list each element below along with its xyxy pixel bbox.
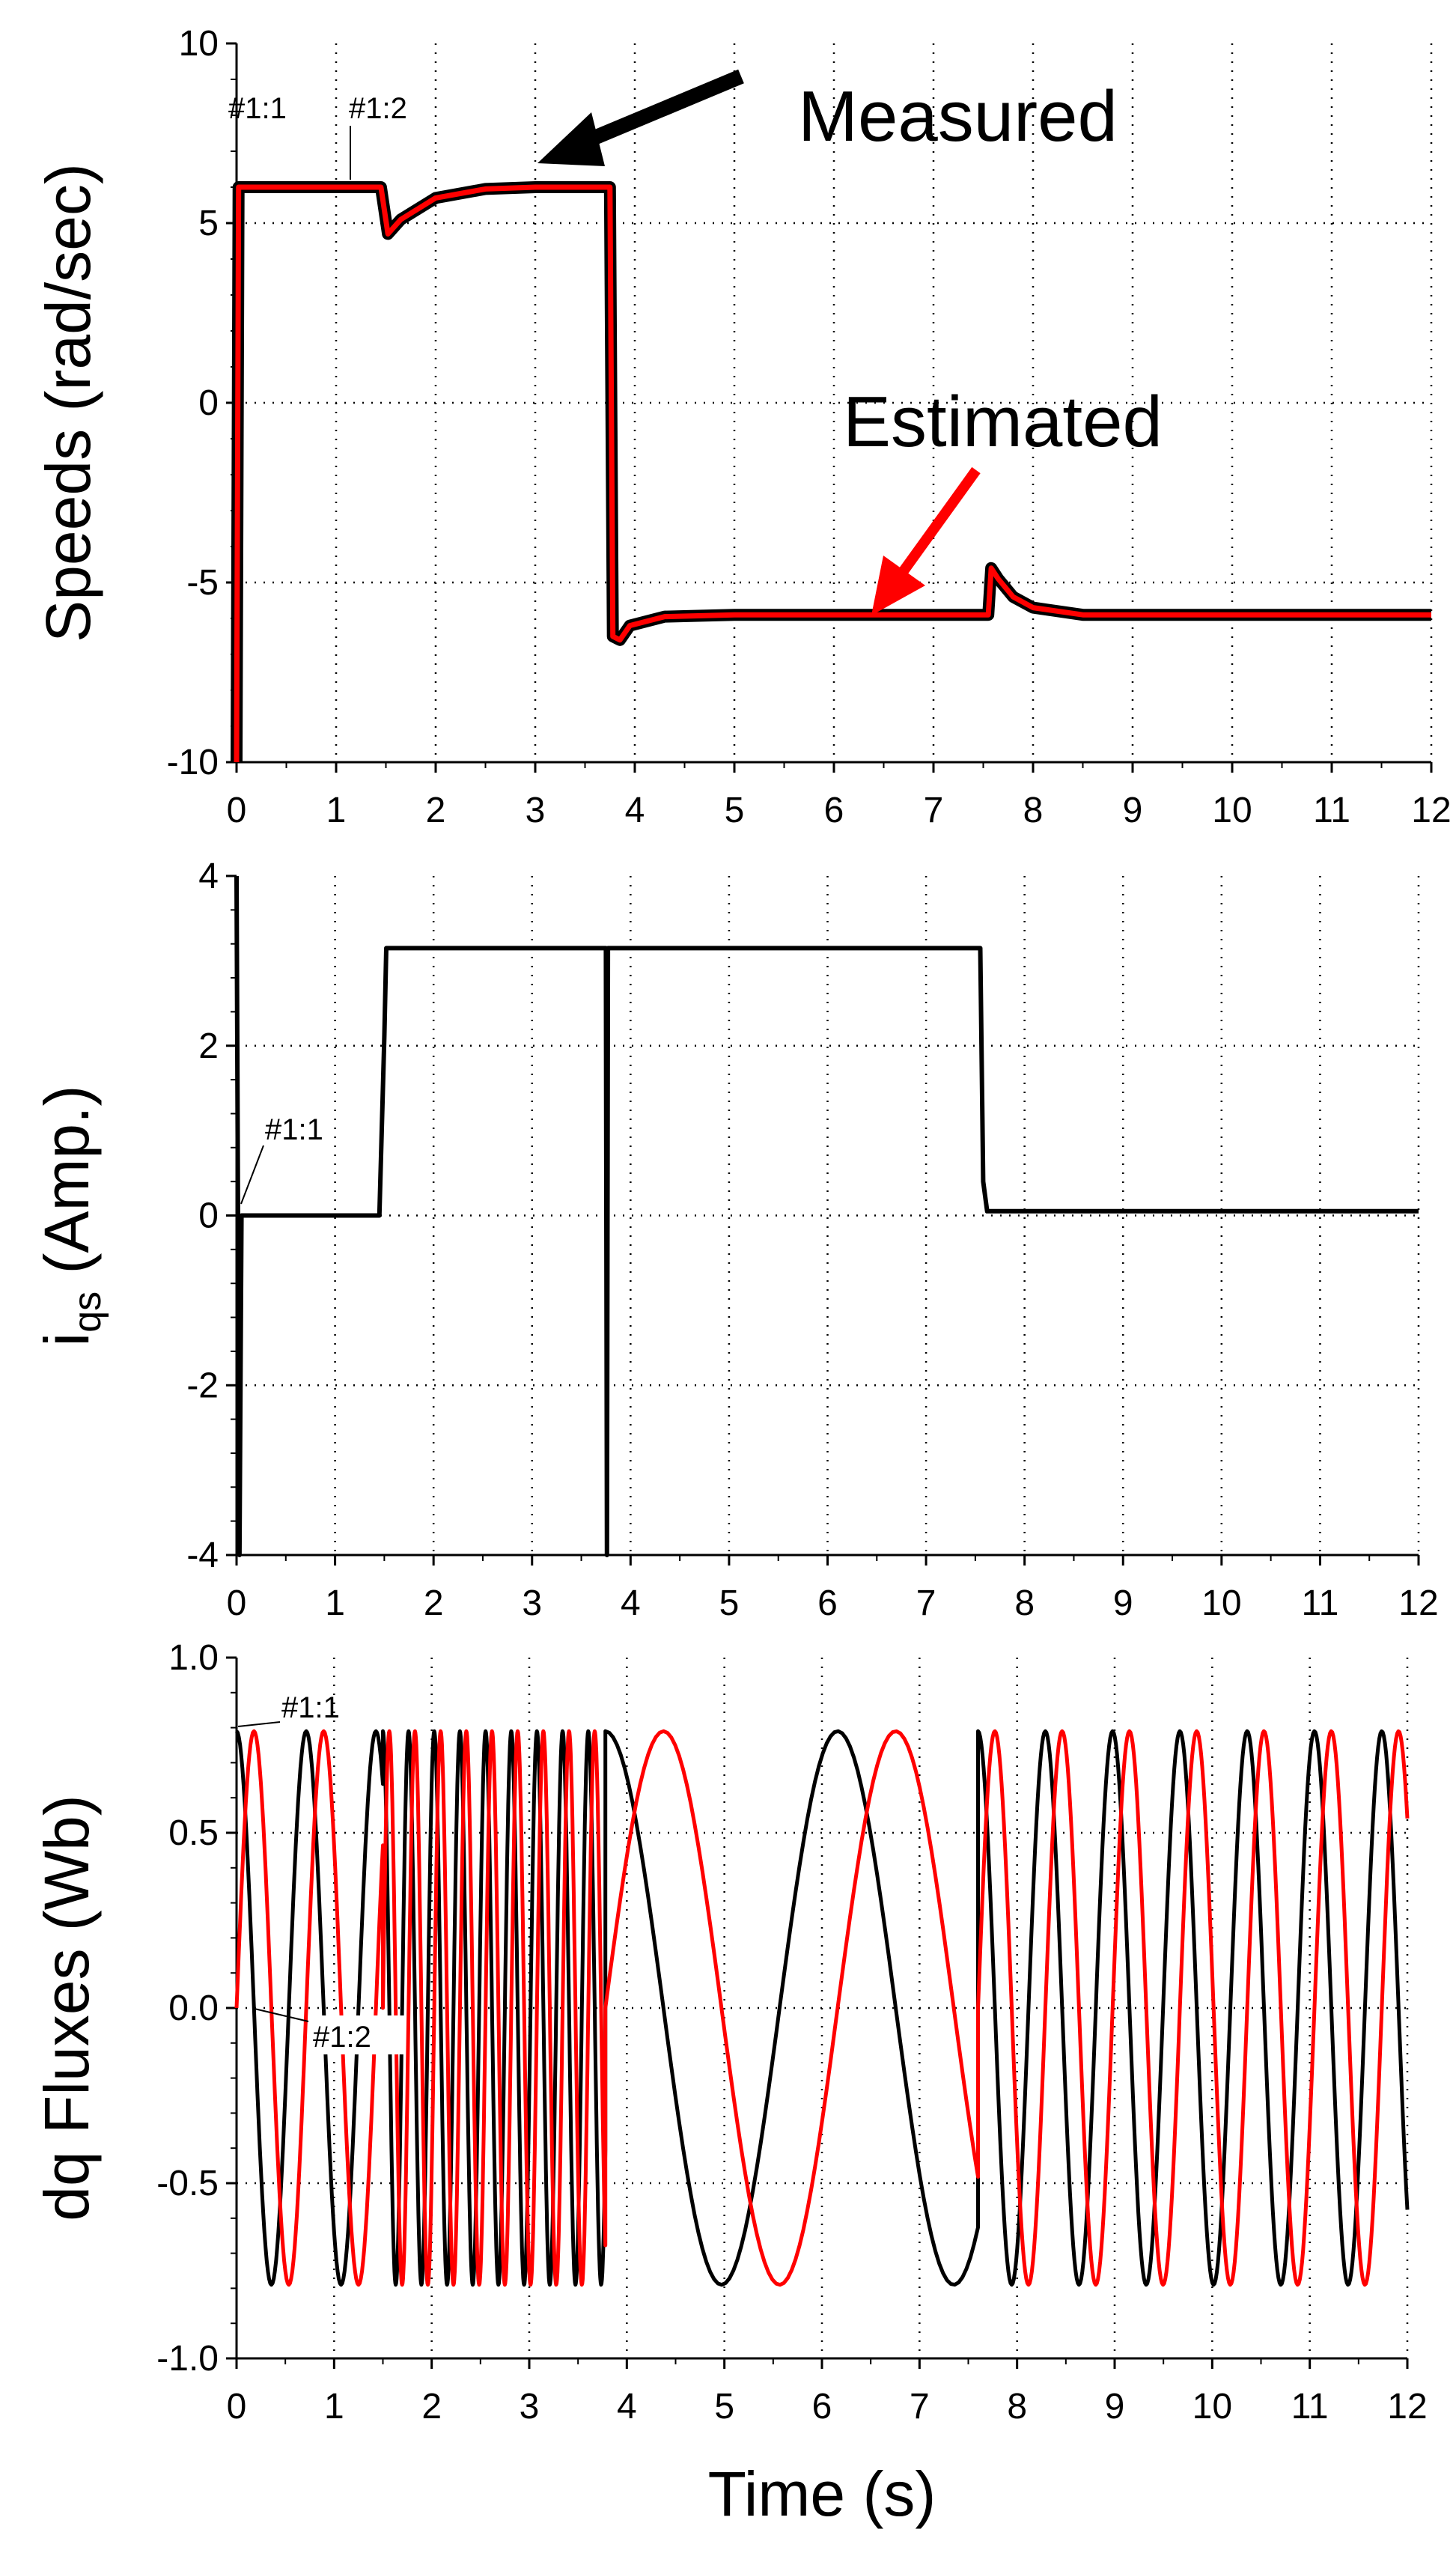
x-tick-label: 8 bbox=[1014, 1583, 1035, 1623]
y-tick-label: 10 bbox=[179, 24, 219, 64]
x-tick-label: 5 bbox=[714, 2387, 734, 2427]
y-tick-label: 0 bbox=[198, 1196, 219, 1236]
x-tick-label: 0 bbox=[227, 2387, 247, 2427]
cursor-marker-label: #1:2 bbox=[313, 2021, 371, 2054]
x-tick-label: 10 bbox=[1201, 1583, 1241, 1623]
x-tick-label: 6 bbox=[817, 1583, 838, 1623]
x-tick-label: 11 bbox=[1302, 1583, 1339, 1623]
cursor-marker-label: #1:1 bbox=[281, 1691, 340, 1724]
x-tick-label: 2 bbox=[426, 791, 446, 830]
y-tick-label: 4 bbox=[198, 857, 219, 896]
series-line bbox=[234, 875, 1419, 1557]
cursor-marker-label: #1:1 bbox=[228, 92, 287, 125]
y-tick-label: 1.0 bbox=[168, 1638, 219, 1678]
x-tick-label: 6 bbox=[812, 2387, 832, 2427]
x-tick-label: 3 bbox=[526, 791, 546, 830]
y-tick-label: -0.5 bbox=[156, 2164, 219, 2203]
x-tick-label: 7 bbox=[924, 791, 944, 830]
y-tick-label: -5 bbox=[186, 563, 219, 603]
x-tick-label: 0 bbox=[227, 791, 247, 830]
y-tick-label: 2 bbox=[198, 1026, 219, 1066]
annotation-arrow-measured bbox=[573, 69, 744, 153]
x-tick-label: 9 bbox=[1105, 2387, 1125, 2427]
x-tick-label: 7 bbox=[916, 1583, 936, 1623]
y-tick-label: -1.0 bbox=[156, 2339, 219, 2379]
x-tick-label: 5 bbox=[725, 791, 745, 830]
x-tick-label: 2 bbox=[424, 1583, 444, 1623]
y-tick-label: 5 bbox=[198, 204, 219, 243]
x-tick-label: 6 bbox=[824, 791, 844, 830]
series-line bbox=[234, 184, 1431, 763]
y-tick-label: 0 bbox=[198, 383, 219, 423]
x-tick-label: 3 bbox=[522, 1583, 542, 1623]
x-tick-label: 4 bbox=[625, 791, 645, 830]
y-axis-label: dq Fluxes (Wb) bbox=[31, 1795, 102, 2221]
y-tick-label: -4 bbox=[186, 1536, 219, 1575]
y-axis-label: iqs (Amp.) bbox=[31, 1086, 109, 1347]
x-tick-label: 1 bbox=[324, 2387, 344, 2427]
x-tick-label: 1 bbox=[325, 1583, 345, 1623]
annotation-estimated: Estimated bbox=[843, 382, 1163, 462]
x-tick-label: 8 bbox=[1023, 791, 1044, 830]
x-tick-label: 8 bbox=[1007, 2387, 1027, 2427]
cursor-marker-label: #1:2 bbox=[349, 92, 407, 125]
y-axis-label: Speeds (rad/sec) bbox=[33, 163, 103, 642]
y-tick-label: -10 bbox=[167, 743, 219, 782]
series-line bbox=[235, 1729, 1410, 2287]
cursor-marker-background bbox=[308, 2015, 406, 2054]
y-tick-label: 0.0 bbox=[168, 1989, 219, 2028]
cursor-marker-line bbox=[240, 1145, 264, 1205]
x-tick-label: 7 bbox=[910, 2387, 930, 2427]
y-tick-label: -2 bbox=[186, 1366, 219, 1405]
x-tick-label: 4 bbox=[617, 2387, 637, 2427]
x-tick-label: 10 bbox=[1212, 791, 1252, 830]
y-tick-label: 0.5 bbox=[168, 1813, 219, 1853]
x-tick-label: 12 bbox=[1411, 791, 1451, 830]
cursor-marker-label: #1:1 bbox=[265, 1113, 323, 1146]
x-tick-label: 2 bbox=[421, 2387, 442, 2427]
annotation-arrowhead-estimated bbox=[871, 556, 925, 615]
x-tick-label: 11 bbox=[1291, 2387, 1329, 2427]
x-tick-label: 3 bbox=[520, 2387, 540, 2427]
series-line bbox=[234, 1729, 1410, 2287]
x-tick-label: 12 bbox=[1398, 1583, 1438, 1623]
x-tick-label: 9 bbox=[1123, 791, 1143, 830]
x-tick-label: 11 bbox=[1313, 791, 1350, 830]
x-tick-label: 10 bbox=[1192, 2387, 1232, 2427]
annotation-measured: Measured bbox=[798, 76, 1118, 156]
fluxes-panel: 0 1 2 3 4 5 6 7 8 9 10 11 12-1.0-0.50.00.51.0dq Flux… bbox=[31, 1638, 1428, 2529]
annotation-arrowhead-measured bbox=[537, 112, 605, 166]
x-tick-label: 4 bbox=[621, 1583, 641, 1623]
x-tick-label: 1 bbox=[326, 791, 347, 830]
x-axis-label: Time (s) bbox=[708, 2459, 936, 2529]
annotation-arrow-estimated bbox=[898, 466, 981, 576]
cursor-marker-line bbox=[237, 1721, 281, 1727]
x-tick-label: 12 bbox=[1387, 2387, 1427, 2427]
x-tick-label: 9 bbox=[1113, 1583, 1133, 1623]
x-tick-label: 5 bbox=[719, 1583, 740, 1623]
x-tick-label: 0 bbox=[227, 1583, 247, 1623]
cursor-marker-line bbox=[254, 2008, 309, 2022]
